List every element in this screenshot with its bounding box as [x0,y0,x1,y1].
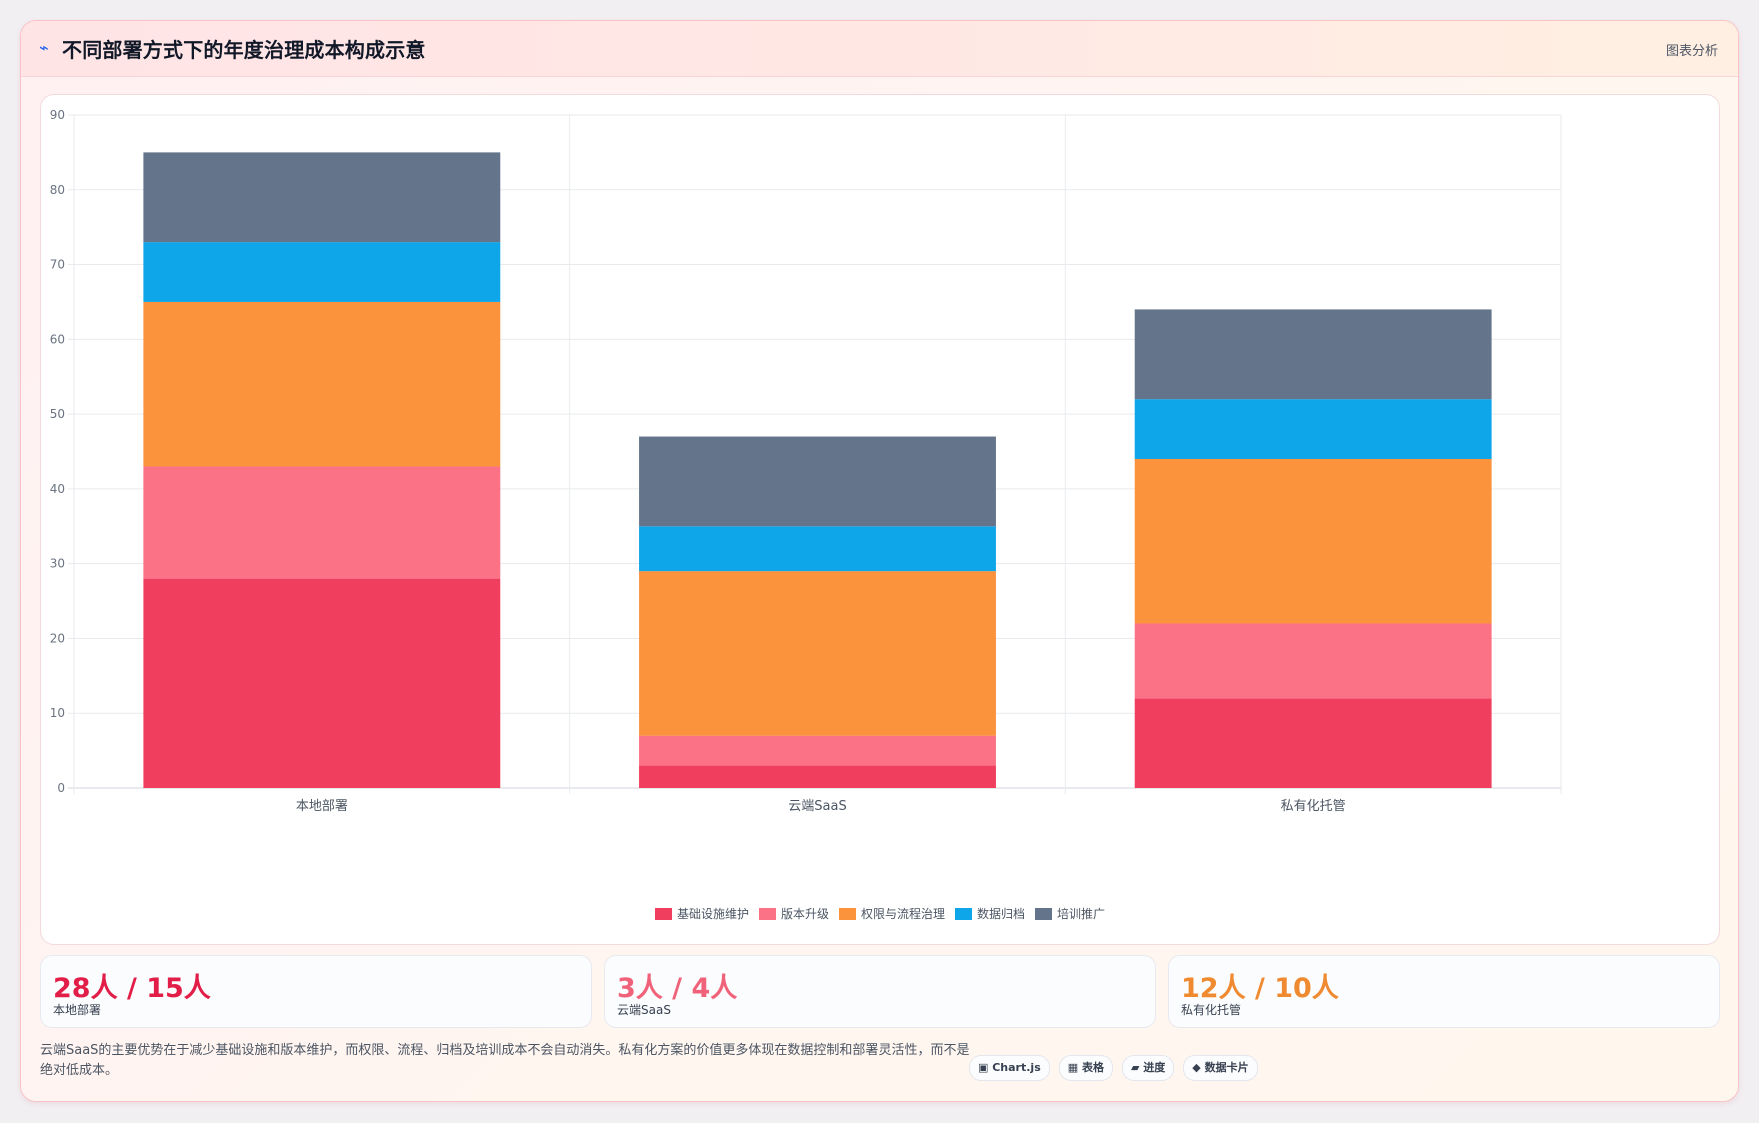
stat-value: 3人 / 4人 [617,973,738,1004]
chart-icon: ▣ [978,1061,993,1074]
chart-analysis-button[interactable]: 图表分析 [1665,44,1718,59]
x-tick-label: 本地部署 [296,799,348,814]
y-tick-label: 10 [50,706,65,720]
bar-segment[interactable] [639,765,996,788]
y-tick-label: 0 [57,781,65,795]
legend-swatch [654,908,672,920]
chart-legend: 基础设施维护 版本升级 权限与流程治理 数据归档 培训推广 [41,905,1719,922]
tag-progress[interactable]: ▰ 进度 [1121,1055,1175,1081]
chart-panel: 0 10 20 30 40 50 60 70 80 90 本地部署 云端SaaS 私有化托管 基础设施维… [40,94,1720,945]
stat-value: 28人 / 15人 [53,973,211,1004]
bar-segment[interactable] [1134,623,1492,699]
summary-note: 云端SaaS的主要优势在于减少基础设施和版本维护，而权限、流程、归档及培训成本不… [40,1043,970,1078]
stat-label: 云端SaaS [617,1003,671,1017]
tag-label: 表格 [1081,1061,1104,1074]
legend-swatch [758,908,776,920]
tag-label: 进度 [1143,1061,1166,1074]
feature-tags: ▣ Chart.js ▦ 表格 ▰ 进度 ◆ 数据卡片 [969,1055,1267,1081]
legend-label: 版本升级 [780,907,829,921]
bar-segment[interactable] [1134,309,1492,400]
lightning-icon: ⌁ [39,38,49,57]
stat-value: 12人 / 10人 [1181,973,1339,1004]
bar-segment[interactable] [143,578,501,788]
stat-label: 私有化托管 [1181,1003,1242,1017]
y-tick-label: 50 [50,407,65,421]
bar-segment[interactable] [639,436,996,527]
bar-segment[interactable] [1134,458,1492,624]
legend-item[interactable]: 版本升级 [758,905,829,922]
y-tick-label: 80 [50,183,65,197]
stat-card-saas: 3人 / 4人 云端SaaS [604,955,1156,1028]
chart-card: ⌁ 不同部署方式下的年度治理成本构成示意 图表分析 0 10 20 30 40 50 60 7… [20,20,1739,1102]
legend-swatch [955,908,972,920]
bar-segment[interactable] [143,301,501,467]
y-tick-label: 60 [50,332,65,346]
bar-segment[interactable] [143,152,501,243]
bar-segment[interactable] [639,526,996,572]
stat-label: 本地部署 [53,1003,102,1017]
chart-title: 不同部署方式下的年度治理成本构成示意 [62,38,426,62]
y-tick-label: 70 [50,258,65,272]
stat-card-local: 28人 / 15人 本地部署 [40,955,592,1028]
progress-icon: ▰ [1130,1061,1144,1074]
legend-swatch [1035,908,1053,920]
bar-segment[interactable] [143,466,501,579]
tag-table[interactable]: ▦ 表格 [1058,1055,1113,1081]
x-tick-label: 私有化托管 [1281,799,1346,814]
legend-label: 培训推广 [1057,907,1106,921]
x-tick-label: 云端SaaS [788,799,846,814]
y-tick-label: 90 [50,108,65,122]
legend-item[interactable]: 培训推广 [1035,905,1105,922]
legend-item[interactable]: 权限与流程治理 [838,905,945,922]
bar-segment[interactable] [639,735,996,766]
legend-item[interactable]: 基础设施维护 [654,905,749,922]
diamond-icon: ◆ [1192,1061,1205,1074]
legend-label: 基础设施维护 [676,907,749,921]
y-tick-label: 40 [50,482,65,496]
stacked-bar-chart: 0 10 20 30 40 50 60 70 80 90 本地部署 云端SaaS 私有化托管 [50,108,1562,814]
legend-label: 权限与流程治理 [860,907,945,921]
legend-item[interactable]: 数据归档 [955,905,1025,922]
bar-segment[interactable] [639,571,996,736]
tag-diamond[interactable]: ◆ 数据卡片 [1183,1055,1258,1081]
legend-swatch [838,908,856,920]
bar-segment[interactable] [143,242,501,302]
tag-label: Chart.js [992,1061,1041,1074]
bar-segment[interactable] [1134,698,1492,788]
y-tick-label: 30 [50,557,65,571]
legend-label: 数据归档 [977,907,1026,921]
tag-label: 数据卡片 [1204,1061,1249,1074]
card-header: ⌁ 不同部署方式下的年度治理成本构成示意 图表分析 [21,21,1738,77]
tag-chart[interactable]: ▣ Chart.js [969,1055,1050,1081]
table-icon: ▦ [1067,1061,1082,1074]
stat-card-private: 12人 / 10人 私有化托管 [1168,955,1720,1028]
y-tick-label: 20 [50,631,65,645]
bar-segment[interactable] [1134,399,1492,459]
